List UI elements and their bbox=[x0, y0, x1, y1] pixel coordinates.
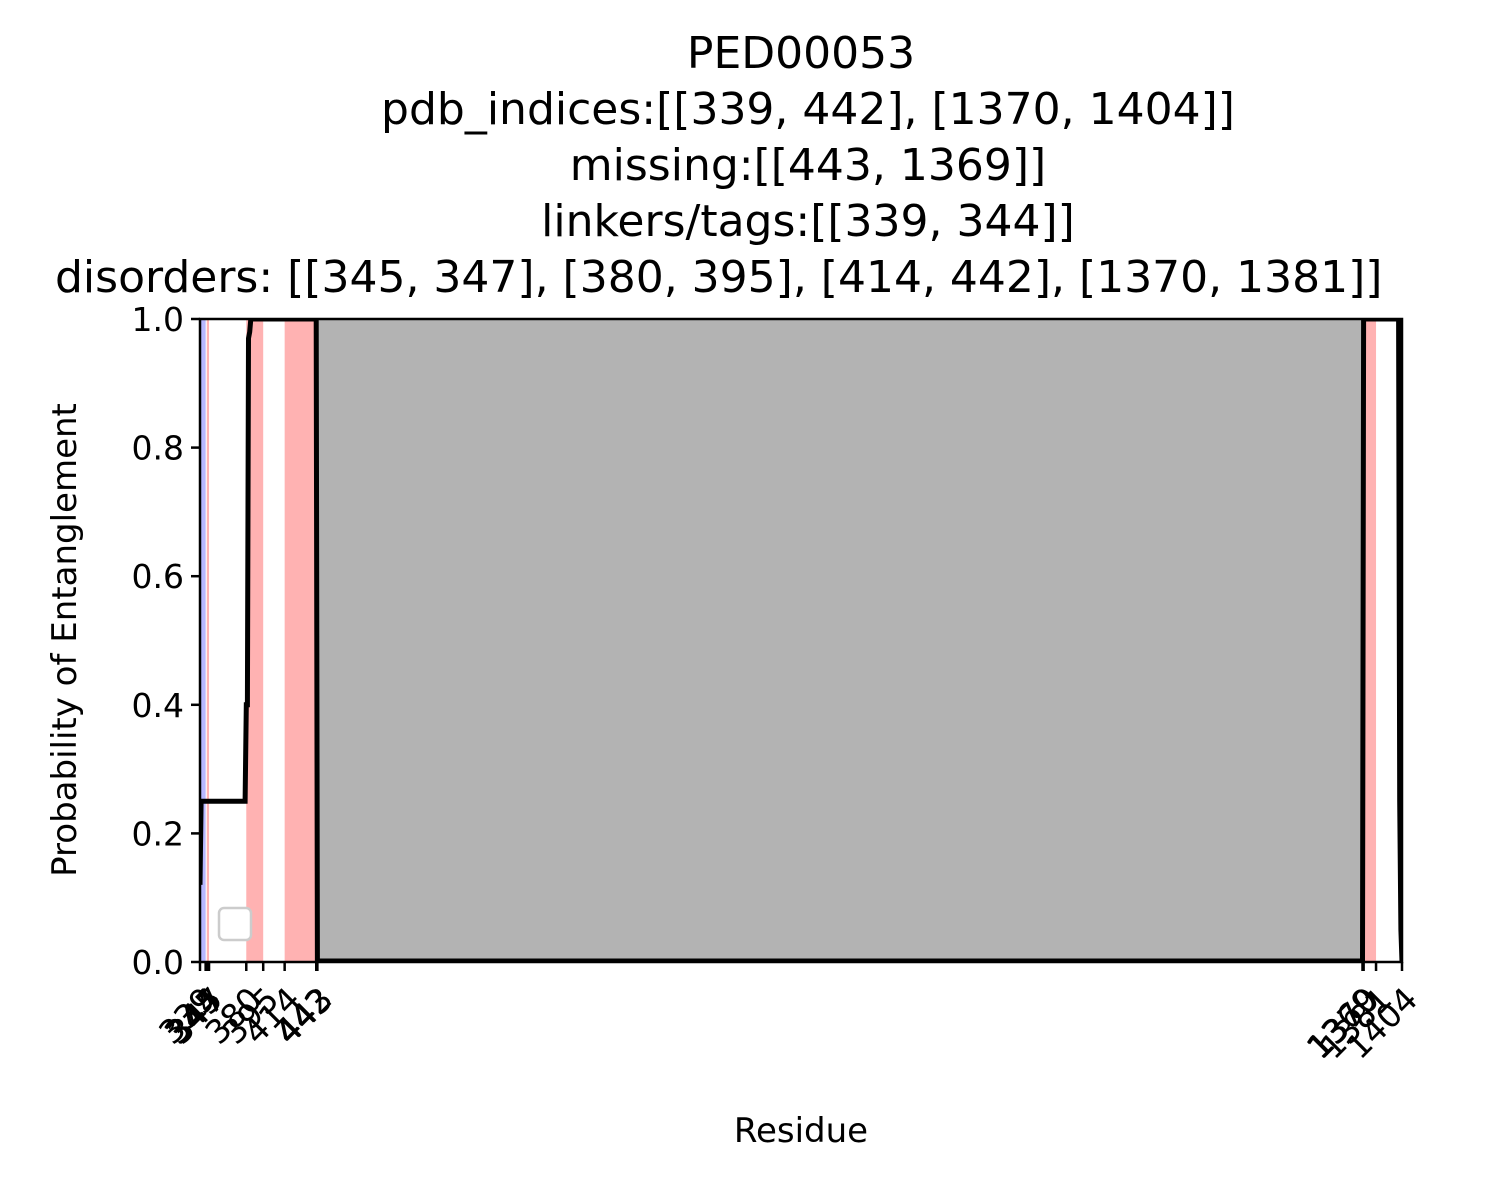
title-line-5: disorders: [[345, 347], [380, 395], [414… bbox=[55, 252, 1382, 303]
y-axis-ticks: 0.0 0.2 0.4 0.6 0.8 1.0 bbox=[132, 300, 200, 982]
disorder-region bbox=[1363, 319, 1377, 962]
linker-region bbox=[200, 319, 206, 962]
y-tick-label: 0.4 bbox=[132, 686, 184, 725]
title-line-1: PED00053 bbox=[687, 28, 915, 79]
legend-box bbox=[217, 906, 253, 942]
series-line bbox=[200, 319, 1402, 962]
title-line-2: pdb_indices:[[339, 442], [1370, 1404]] bbox=[381, 84, 1235, 135]
disorder-region bbox=[284, 319, 317, 962]
y-tick-label: 0.8 bbox=[132, 429, 184, 468]
y-tick-label: 0.6 bbox=[132, 557, 184, 596]
y-tick-label: 1.0 bbox=[132, 300, 184, 339]
title-line-4: linkers/tags:[[339, 344]] bbox=[541, 196, 1075, 247]
disorder-region bbox=[206, 319, 210, 962]
plot-frame bbox=[198, 317, 1404, 964]
chart-title: PED00053 pdb_indices:[[339, 442], [1370,… bbox=[55, 28, 1382, 303]
y-tick-label: 0.2 bbox=[132, 814, 184, 853]
x-axis-label: Residue bbox=[734, 1111, 868, 1151]
y-tick-label: 0.0 bbox=[132, 943, 184, 982]
y-axis-label: Probability of Entanglement bbox=[45, 403, 85, 877]
shaded-regions bbox=[200, 319, 1377, 962]
title-line-3: missing:[[443, 1369]] bbox=[570, 140, 1046, 191]
missing-region bbox=[317, 319, 1363, 962]
